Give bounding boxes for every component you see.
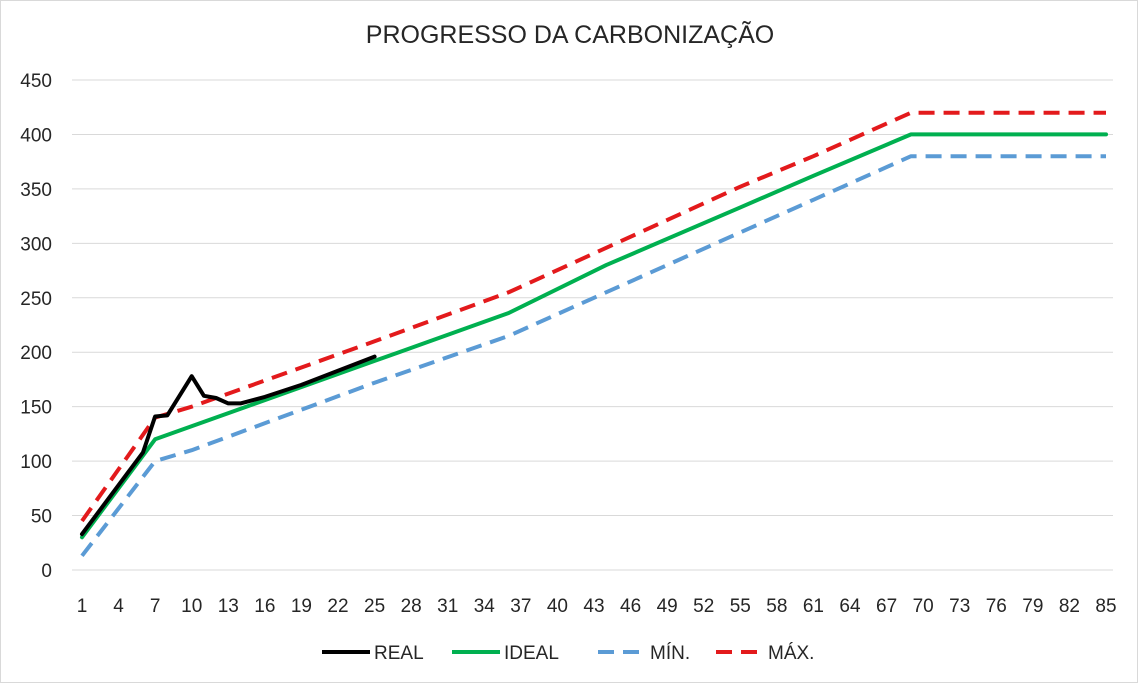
x-tick-label: 31 bbox=[437, 596, 458, 617]
x-tick-label: 82 bbox=[1059, 596, 1080, 617]
series-line-0 bbox=[80, 354, 377, 537]
x-tick-label: 46 bbox=[620, 596, 641, 617]
x-tick-label: 85 bbox=[1095, 596, 1116, 617]
y-axis-ticks: 0 50 100 150 200 250 300 350 400 450 bbox=[20, 71, 52, 582]
x-tick-label: 43 bbox=[583, 596, 604, 617]
series-line-1 bbox=[80, 132, 1108, 540]
y-tick-label: 200 bbox=[20, 343, 52, 364]
x-tick-label: 10 bbox=[181, 596, 202, 617]
x-tick-label: 13 bbox=[218, 596, 239, 617]
x-tick-label: 16 bbox=[254, 596, 275, 617]
x-tick-label: 7 bbox=[150, 596, 161, 617]
y-tick-label: 300 bbox=[20, 234, 52, 255]
grid-lines bbox=[72, 79, 1113, 571]
x-tick-label: 34 bbox=[474, 596, 496, 617]
x-tick-label: 73 bbox=[949, 596, 970, 617]
series-line-2 bbox=[80, 154, 1106, 558]
chart-title: PROGRESSO DA CARBONIZAÇÃO bbox=[366, 20, 774, 49]
x-tick-label: 58 bbox=[766, 596, 787, 617]
x-tick-label: 70 bbox=[913, 596, 934, 617]
x-tick-label: 19 bbox=[291, 596, 312, 617]
x-tick-label: 52 bbox=[693, 596, 714, 617]
legend: REAL IDEAL MÍN. MÁX. bbox=[322, 643, 814, 664]
legend-label: MÍN. bbox=[650, 643, 690, 664]
y-tick-label: 400 bbox=[20, 125, 52, 146]
x-tick-label: 25 bbox=[364, 596, 385, 617]
y-tick-label: 250 bbox=[20, 289, 52, 310]
x-tick-label: 64 bbox=[839, 596, 861, 617]
legend-label: REAL bbox=[374, 643, 424, 664]
x-tick-label: 22 bbox=[327, 596, 348, 617]
x-tick-label: 37 bbox=[510, 596, 531, 617]
y-tick-label: 100 bbox=[20, 452, 52, 473]
x-tick-label: 76 bbox=[986, 596, 1007, 617]
x-tick-label: 67 bbox=[876, 596, 897, 617]
y-tick-label: 150 bbox=[20, 398, 52, 419]
x-tick-label: 4 bbox=[113, 596, 124, 617]
legend-label: IDEAL bbox=[504, 643, 559, 664]
y-tick-label: 350 bbox=[20, 180, 52, 201]
y-tick-label: 50 bbox=[31, 507, 52, 528]
x-tick-label: 1 bbox=[77, 596, 88, 617]
legend-label: MÁX. bbox=[768, 643, 814, 664]
series-lines bbox=[80, 110, 1108, 558]
x-tick-label: 49 bbox=[657, 596, 678, 617]
x-tick-label: 61 bbox=[803, 596, 824, 617]
x-axis-ticks: 1 4 7 10 13 16 19 22 25 28 31 34 37 40 43 46 49 52 55 58 61 6… bbox=[77, 596, 1117, 617]
y-tick-label: 0 bbox=[41, 561, 52, 582]
x-tick-label: 55 bbox=[730, 596, 751, 617]
x-tick-label: 79 bbox=[1022, 596, 1043, 617]
x-tick-label: 28 bbox=[401, 596, 422, 617]
x-tick-label: 40 bbox=[547, 596, 568, 617]
y-tick-label: 450 bbox=[20, 71, 52, 92]
series-line-3 bbox=[80, 110, 1106, 523]
